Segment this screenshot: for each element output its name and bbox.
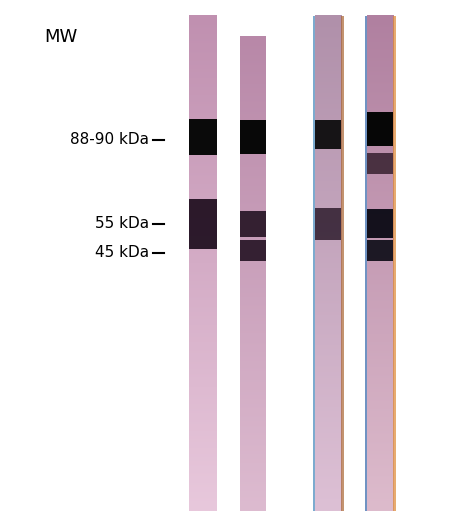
Text: 45 kDa: 45 kDa — [94, 246, 149, 260]
Bar — [367, 209, 393, 238]
Bar — [341, 16, 344, 511]
Bar — [393, 16, 396, 511]
Text: MW: MW — [45, 28, 78, 46]
Bar — [239, 211, 265, 237]
Bar — [189, 199, 217, 249]
Bar — [367, 112, 393, 146]
Bar — [239, 120, 265, 154]
Bar — [367, 153, 393, 174]
Bar — [315, 120, 341, 149]
Bar — [239, 240, 265, 261]
Bar — [313, 16, 315, 511]
Bar — [365, 16, 367, 511]
Text: 88-90 kDa: 88-90 kDa — [70, 132, 149, 147]
Bar — [367, 240, 393, 261]
Bar — [189, 119, 217, 155]
Bar — [315, 208, 341, 240]
Text: 55 kDa: 55 kDa — [94, 217, 149, 231]
